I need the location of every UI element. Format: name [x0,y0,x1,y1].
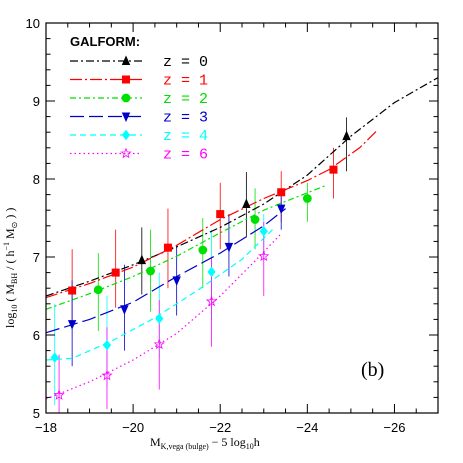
data-point [120,305,129,315]
legend-label: z = 2 [163,91,208,108]
data-point [121,55,131,65]
data-point [93,285,103,295]
panel-label: (b) [361,359,384,381]
data-point [250,215,260,224]
data-point [102,339,112,351]
data-point [259,226,268,237]
data-point [53,389,65,400]
data-point [329,165,338,174]
data-point [137,254,147,265]
legend-label: z = 0 [163,54,208,71]
data-point [101,369,113,381]
data-point [122,75,131,84]
data-point [50,352,59,363]
y-tick-label: 9 [33,94,40,109]
tick-labels: −18 −20 −22 −24 −26 5 6 7 8 9 10 [26,16,406,435]
x-tick-label: −26 [383,420,405,435]
data-point [68,286,77,295]
series-line [46,130,378,299]
legend-title: GALFORM: [70,34,140,49]
data-point [342,130,351,141]
series-markers [50,130,351,400]
data-point [67,320,77,330]
y-tick-label: 5 [33,406,40,421]
data-point [120,147,132,159]
data-point [277,188,286,197]
x-axis-label: MK,vega (bulge) − 5 log10h [150,435,260,451]
series-line [46,229,273,361]
data-point [155,313,164,324]
data-point [276,204,286,215]
data-point [121,93,131,103]
data-point [121,112,131,123]
data-point [111,268,120,277]
x-tick-label: −20 [122,420,144,435]
legend-label: z = 3 [163,110,208,127]
legend: GALFORM: z = 0 z = 1z = 2 z = 3z = 4 z = 6 [70,34,208,164]
data-point [224,242,234,253]
y-tick-label: 8 [33,172,40,187]
data-point [216,210,225,219]
legend-label: z = 6 [163,147,208,164]
series-line [46,233,282,400]
x-tick-label: −18 [35,420,57,435]
series-line [46,77,438,297]
series-line [46,208,286,334]
x-tick-label: −22 [209,420,231,435]
data-point [302,194,312,203]
y-tick-label: 7 [33,250,40,265]
data-point [163,243,172,252]
axis-ticks [45,22,439,414]
data-point [172,276,181,286]
data-point [207,266,216,278]
y-tick-label: 6 [33,328,40,343]
plot-frame [45,22,439,414]
data-point [258,250,270,262]
series-line [46,185,326,310]
x-tick-label: −24 [296,420,318,435]
y-axis-label: log10 ( MBH / ( h−1 M⊙ ) ) [2,208,19,328]
data-point [198,245,208,255]
legend-label: z = 4 [163,128,208,145]
series-lines [46,77,438,400]
data-point [153,338,165,350]
data-point [146,266,155,276]
data-point [121,129,131,141]
legend-label: z = 1 [163,73,208,90]
data-point [205,295,218,307]
data-point [242,198,251,208]
y-tick-label: 10 [26,16,40,31]
